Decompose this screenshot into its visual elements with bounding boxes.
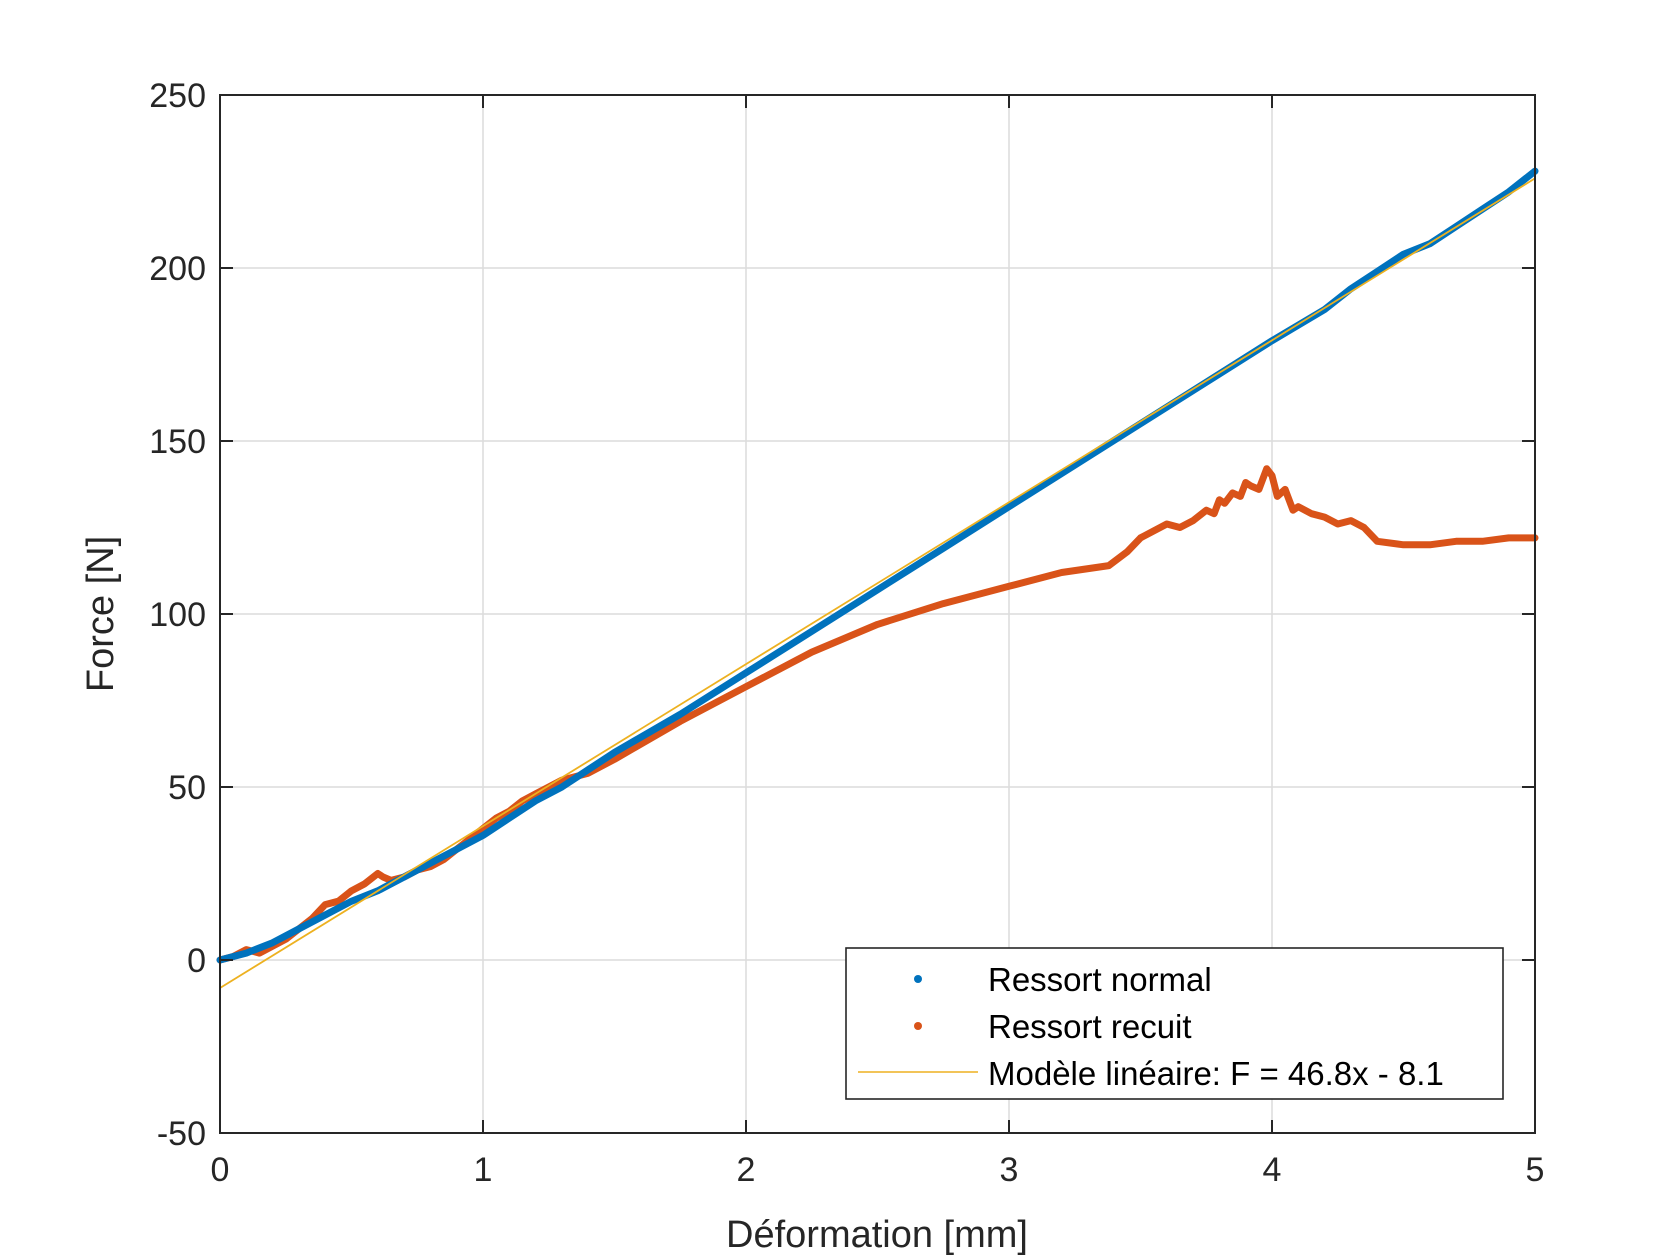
- legend-box: [845, 947, 1504, 1100]
- series-line-ressort-normal: [216, 167, 1539, 964]
- x-tick-label: 4: [1263, 1151, 1282, 1189]
- series-layer: [216, 167, 1539, 989]
- x-tick-label: 1: [474, 1151, 493, 1189]
- y-tick-label: -50: [157, 1115, 206, 1153]
- legend-marker-ressort-recuit: [914, 1022, 922, 1030]
- y-tick-label: 50: [168, 769, 206, 807]
- series-line-modele-lineaire-f-46-8x-8-1: [219, 177, 1536, 989]
- series-line-ressort-recuit: [216, 465, 1539, 964]
- y-axis-label: Force [N]: [80, 536, 122, 692]
- x-tick-label: 0: [211, 1151, 230, 1189]
- x-axis-label: Déformation [mm]: [726, 1214, 1028, 1256]
- legend-label-ressort-normal: Ressort normal: [988, 961, 1212, 998]
- legend-marker-ressort-normal: [914, 975, 922, 983]
- legend-label-modele-lineaire: Modèle linéaire: F = 46.8x - 8.1: [988, 1055, 1444, 1092]
- y-tick-label: 200: [149, 250, 206, 288]
- x-tick-label: 2: [737, 1151, 756, 1189]
- ticks: [219, 94, 1536, 1134]
- y-tick-label: 100: [149, 596, 206, 634]
- y-tick-label: 250: [149, 77, 206, 115]
- legend: Ressort normal Ressort recuit Modèle lin…: [845, 947, 1504, 1100]
- x-tick-label: 5: [1526, 1151, 1545, 1189]
- legend-label-ressort-recuit: Ressort recuit: [988, 1008, 1192, 1045]
- y-tick-label: 150: [149, 423, 206, 461]
- x-tick-label: 3: [1000, 1151, 1019, 1189]
- y-tick-label: 0: [187, 942, 206, 980]
